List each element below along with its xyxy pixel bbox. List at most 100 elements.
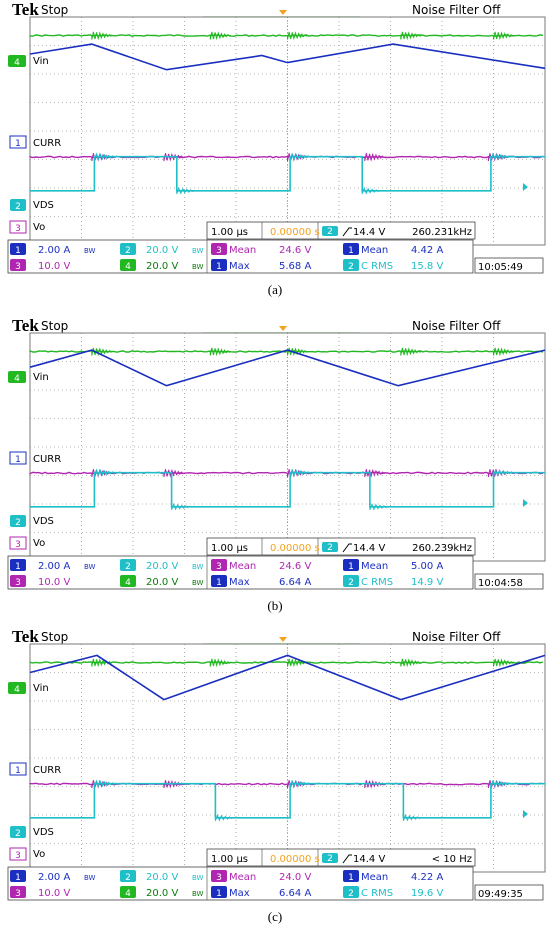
ch1-trace [29, 654, 546, 701]
ch2-ringing [493, 468, 516, 477]
ch2-ringing [171, 502, 190, 511]
bw-indicator: BW [84, 874, 96, 882]
mean3-chip [211, 870, 227, 882]
ch3-scale-readout: 10.0 V [38, 261, 70, 272]
timebase-box [206, 221, 476, 240]
ch2-trace [30, 782, 545, 819]
crms2-readout: 19.6 V [411, 888, 443, 899]
max1-readout: 6.64 A [279, 888, 311, 899]
ch4-trace [29, 34, 544, 37]
ch4-trace-ringing [493, 347, 515, 357]
bw-indicator: BW [192, 579, 204, 587]
delay-readout: 0.00000 s [270, 227, 320, 238]
ch2-scale-readout: 20.0 V [146, 872, 178, 883]
rising-edge-icon [342, 227, 352, 237]
trigger-level-readout: 14.4 V [353, 854, 385, 865]
max1-label: Max [229, 577, 250, 588]
ch1-scale-chip [10, 243, 26, 255]
panel-caption: (c) [267, 909, 283, 924]
ch2-scale-readout: 20.0 V [146, 245, 178, 256]
crms2-label: C RMS [361, 577, 393, 588]
brand-logo: Tek [12, 0, 39, 19]
crms2-chip-number: 2 [348, 262, 354, 272]
measurement-panel [7, 239, 474, 274]
ch4-trace-ringing [209, 658, 232, 668]
crms2-chip [343, 575, 359, 587]
bw-indicator: BW [192, 563, 204, 571]
ch2-marker [10, 515, 26, 527]
ch3-marker [9, 847, 27, 861]
ch3-trace-ringing [364, 468, 386, 478]
mean3-readout: 24.6 V [279, 561, 311, 572]
ch2-ringing [93, 152, 117, 161]
ch3-scale-chip [10, 575, 26, 587]
ch2-ringing [361, 186, 381, 195]
bw-indicator: BW [192, 247, 204, 255]
ch1-marker [9, 451, 27, 465]
ch4-trace-ringing [493, 31, 515, 41]
scope-panel: Tek Stop Noise Filter Off 4 Vin 1 CURR 2 VDS 3 Vo 1… [0, 316, 550, 626]
mean3-chip [211, 559, 227, 571]
ch2-marker [10, 199, 26, 211]
mean1-readout: 5.00 A [411, 561, 443, 572]
scope-panel: Tek Stop Noise Filter Off 4 Vin 1 CURR 2 VDS 3 Vo 1… [0, 0, 550, 310]
ch2-ringing [93, 779, 117, 788]
ch4-scale-chip-number: 4 [125, 578, 131, 588]
ch4-marker [8, 371, 26, 383]
bw-indicator: BW [84, 563, 96, 571]
measurement-panel [7, 555, 474, 590]
ch4-scale-chip [120, 575, 136, 587]
ch2-trace [30, 155, 545, 192]
crms2-chip-number: 2 [348, 578, 354, 588]
ch1-marker-number: 1 [15, 139, 21, 149]
acquisition-status: Stop [41, 319, 69, 333]
brand-logo: Tek [12, 316, 39, 335]
ch2-offset-icon [523, 499, 528, 507]
ch4-scale-chip-number: 4 [125, 889, 131, 899]
ch2-marker-number: 2 [15, 202, 21, 212]
rising-edge-icon [342, 543, 352, 553]
trigger-position-icon [279, 10, 287, 15]
ch1-label: CURR [33, 138, 61, 149]
ch3-scale-readout: 10.0 V [38, 577, 70, 588]
ch2-marker-number: 2 [15, 518, 21, 528]
ch4-label: Vin [33, 56, 49, 67]
ch1-scale-chip [10, 870, 26, 882]
panel-caption: (b) [267, 598, 283, 613]
ch4-scale-chip [120, 259, 136, 271]
trigger-level-readout: 14.4 V [353, 227, 385, 238]
mean1-label: Mean [361, 561, 388, 572]
delay-readout: 0.00000 s [270, 854, 320, 865]
trigger-source-chip-number: 2 [327, 854, 333, 864]
ch4-trace-ringing [400, 658, 422, 668]
ch1-scale-chip-number: 1 [15, 246, 21, 256]
ch3-trace-ringing [364, 152, 386, 162]
mean1-chip [343, 870, 359, 882]
timebase-readout: 1.00 µs [211, 854, 248, 865]
trigger-source-chip [322, 853, 338, 863]
bw-indicator: BW [192, 263, 204, 271]
ch3-scale-readout: 10.0 V [38, 888, 70, 899]
clock-readout: 10:04:58 [478, 578, 523, 589]
max1-readout: 6.64 A [279, 577, 311, 588]
ch3-trace-ringing [163, 152, 185, 162]
mean1-chip [343, 559, 359, 571]
ch2-scale-chip-number: 2 [125, 562, 131, 572]
ch4-trace-ringing [209, 31, 232, 41]
clock-box [474, 573, 544, 590]
ch2-marker [10, 826, 26, 838]
max1-label: Max [229, 261, 250, 272]
timebase-readout: 1.00 µs [211, 543, 248, 554]
ch3-marker [9, 220, 27, 234]
ch4-marker-number: 4 [14, 374, 20, 384]
scope-screen: 4 Vin 1 CURR 2 VDS 3 Vo 1.00 µs 0.00000 s 2 14.4 V <… [7, 637, 546, 901]
max1-chip-number: 1 [216, 889, 222, 899]
max1-chip-number: 1 [216, 262, 222, 272]
ch3-marker-number: 3 [15, 851, 21, 861]
mean3-label: Mean [229, 872, 256, 883]
crms2-label: C RMS [361, 261, 393, 272]
trigger-source-chip [322, 542, 338, 552]
ch3-scale-chip [10, 886, 26, 898]
mean3-label: Mean [229, 561, 256, 572]
ch4-label: Vin [33, 372, 49, 383]
